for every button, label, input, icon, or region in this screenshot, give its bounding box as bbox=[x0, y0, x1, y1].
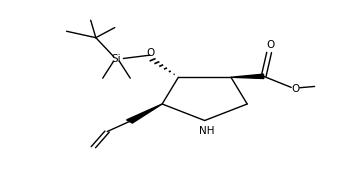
Text: O: O bbox=[291, 84, 299, 94]
Text: NH: NH bbox=[198, 126, 214, 136]
Text: Si: Si bbox=[112, 54, 121, 64]
Polygon shape bbox=[231, 74, 264, 79]
Polygon shape bbox=[127, 104, 162, 123]
Text: O: O bbox=[266, 40, 274, 50]
Text: O: O bbox=[147, 48, 155, 58]
